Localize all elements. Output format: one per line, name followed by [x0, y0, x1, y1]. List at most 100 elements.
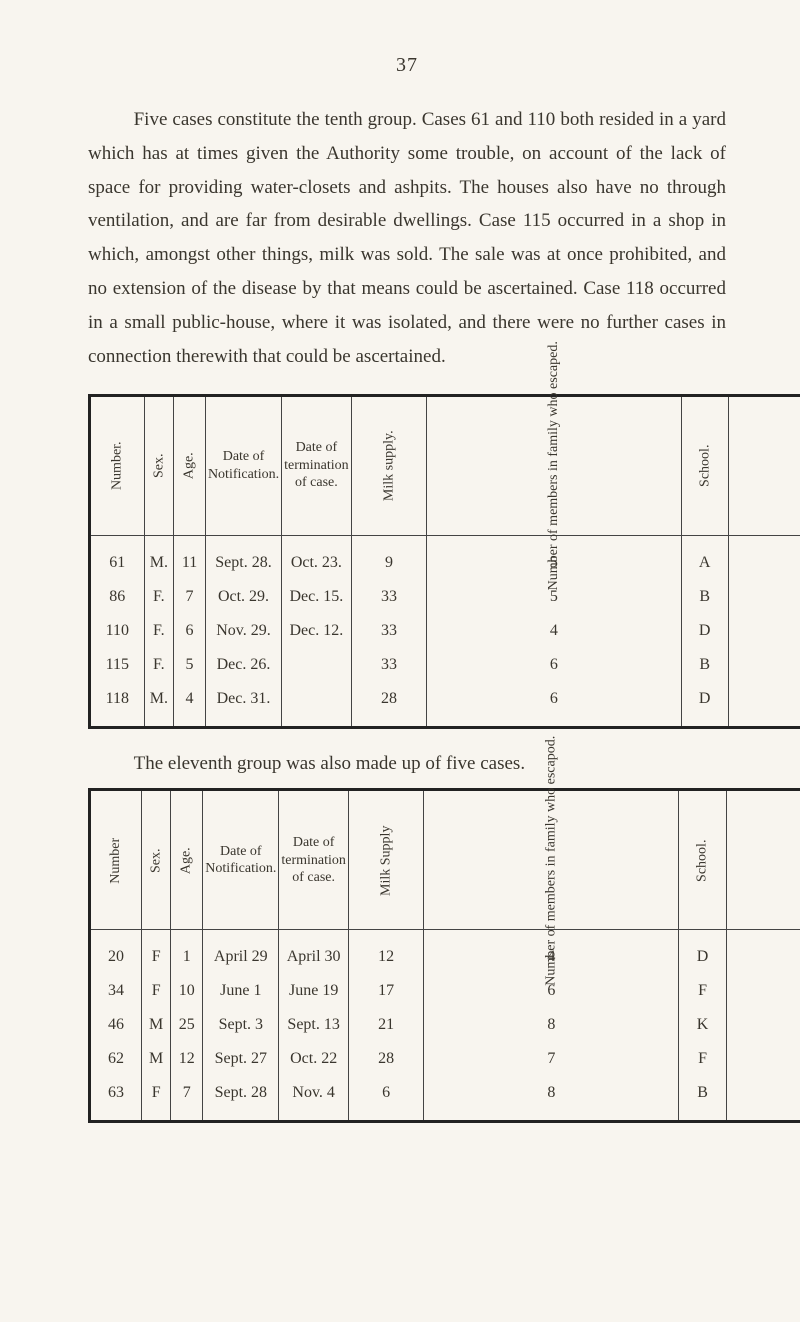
cell-number: 34	[90, 974, 142, 1008]
cell-notification: Sept. 28.	[205, 535, 281, 580]
col-header-prior: Number of cases in this School prior to …	[728, 395, 800, 535]
cell-school: D	[679, 930, 726, 975]
cell-number: 46	[90, 1008, 142, 1042]
cell-termination: Dec. 12.	[282, 614, 352, 648]
cell-age: 6	[174, 614, 206, 648]
cell-number: 63	[90, 1076, 142, 1122]
body-paragraph-text: Five cases constitute the tenth group. C…	[88, 109, 726, 367]
cell-termination: Nov. 4	[279, 1076, 349, 1122]
table-row: 46M25Sept. 3Sept. 13218K0	[90, 1008, 800, 1042]
col-header-age: Age.	[174, 395, 206, 535]
cell-milk: 33	[351, 614, 427, 648]
cell-prior: 1	[726, 974, 800, 1008]
cell-prior: 6	[728, 614, 800, 648]
cell-school: D	[681, 682, 728, 728]
cell-family: 7	[424, 1042, 679, 1076]
table-row: 118M.4Dec. 31. 286D7	[90, 682, 800, 728]
cell-age: 25	[171, 1008, 203, 1042]
cell-sex: F	[141, 974, 171, 1008]
cell-age: 11	[174, 535, 206, 580]
cell-age: 1	[171, 930, 203, 975]
cell-school: F	[679, 974, 726, 1008]
cell-prior: 7	[728, 682, 800, 728]
table-body: 61M.11Sept. 28.Oct. 23.95A686F.7Oct. 29.…	[90, 535, 800, 727]
cell-age: 7	[171, 1076, 203, 1122]
cell-termination: Sept. 13	[279, 1008, 349, 1042]
table-body: 20F1April 29April 30124D034F10June 1June…	[90, 930, 800, 1122]
cell-school: F	[679, 1042, 726, 1076]
cell-age: 5	[174, 648, 206, 682]
cell-school: B	[681, 648, 728, 682]
col-header-milk: Milk supply.	[351, 395, 427, 535]
cell-number: 86	[90, 580, 145, 614]
cell-prior: 14	[728, 648, 800, 682]
table-row: 86F.7Oct. 29.Dec. 15.335B9	[90, 580, 800, 614]
cell-sex: F.	[144, 648, 174, 682]
cell-milk: 6	[348, 1076, 423, 1122]
cell-prior: 0	[726, 1042, 800, 1076]
cell-number: 115	[90, 648, 145, 682]
cell-prior: 5	[726, 1076, 800, 1122]
col-header-family: Number of members in family who escapod.	[424, 790, 679, 930]
cell-milk: 28	[351, 682, 427, 728]
col-header-notification: Date of Notification.	[203, 790, 279, 930]
cell-school: A	[681, 535, 728, 580]
cell-number: 20	[90, 930, 142, 975]
cell-family: 6	[427, 682, 681, 728]
cell-number: 118	[90, 682, 145, 728]
cell-termination	[282, 648, 352, 682]
table-header-row: Number Sex. Age. Date of Notification. D…	[90, 790, 800, 930]
between-paragraph: The eleventh group was also made up of f…	[88, 747, 726, 781]
cell-termination: Oct. 23.	[282, 535, 352, 580]
cell-prior: 0	[726, 1008, 800, 1042]
col-header-sex: Sex.	[144, 395, 174, 535]
cell-family: 8	[424, 1008, 679, 1042]
cell-notification: Dec. 26.	[205, 648, 281, 682]
cell-prior: 9	[728, 580, 800, 614]
cell-school: D	[681, 614, 728, 648]
cell-sex: F	[141, 930, 171, 975]
cell-milk: 17	[348, 974, 423, 1008]
cell-school: B	[681, 580, 728, 614]
cell-sex: F	[141, 1076, 171, 1122]
cell-family: 4	[427, 614, 681, 648]
cell-sex: M.	[144, 682, 174, 728]
cell-sex: F.	[144, 614, 174, 648]
cell-school: K	[679, 1008, 726, 1042]
cell-notification: Dec. 31.	[205, 682, 281, 728]
cell-age: 12	[171, 1042, 203, 1076]
cell-age: 4	[174, 682, 206, 728]
cell-number: 61	[90, 535, 145, 580]
cell-termination: June 19	[279, 974, 349, 1008]
table-row: 63F7Sept. 28Nov. 468B5	[90, 1076, 800, 1122]
table-row: 61M.11Sept. 28.Oct. 23.95A6	[90, 535, 800, 580]
col-header-termination: Date of termination of case.	[279, 790, 349, 930]
table-header-row: Number. Sex. Age. Date of Notification. …	[90, 395, 800, 535]
cell-milk: 21	[348, 1008, 423, 1042]
col-header-age: Age.	[171, 790, 203, 930]
cell-notification: Sept. 3	[203, 1008, 279, 1042]
col-header-school: School.	[679, 790, 726, 930]
col-header-number: Number.	[90, 395, 145, 535]
cell-sex: M	[141, 1042, 171, 1076]
col-header-milk: Milk Supply	[348, 790, 423, 930]
col-header-termination: Date of termination of case.	[282, 395, 352, 535]
cell-notification: April 29	[203, 930, 279, 975]
col-header-school: School.	[681, 395, 728, 535]
between-paragraph-text: The eleventh group was also made up of f…	[134, 753, 525, 774]
cell-notification: Oct. 29.	[205, 580, 281, 614]
cell-prior: 0	[726, 930, 800, 975]
col-header-family: Number of members in family who escaped.	[427, 395, 681, 535]
cell-age: 7	[174, 580, 206, 614]
cell-milk: 33	[351, 648, 427, 682]
cell-notification: Sept. 28	[203, 1076, 279, 1122]
cell-sex: M.	[144, 535, 174, 580]
cell-sex: F.	[144, 580, 174, 614]
cell-prior: 6	[728, 535, 800, 580]
table-row: 34F10June 1June 19176F1	[90, 974, 800, 1008]
document-page: 37 Five cases constitute the tenth group…	[0, 0, 800, 1322]
cell-milk: 12	[348, 930, 423, 975]
cell-termination: Oct. 22	[279, 1042, 349, 1076]
cell-termination: Dec. 15.	[282, 580, 352, 614]
body-paragraph: Five cases constitute the tenth group. C…	[88, 103, 726, 374]
